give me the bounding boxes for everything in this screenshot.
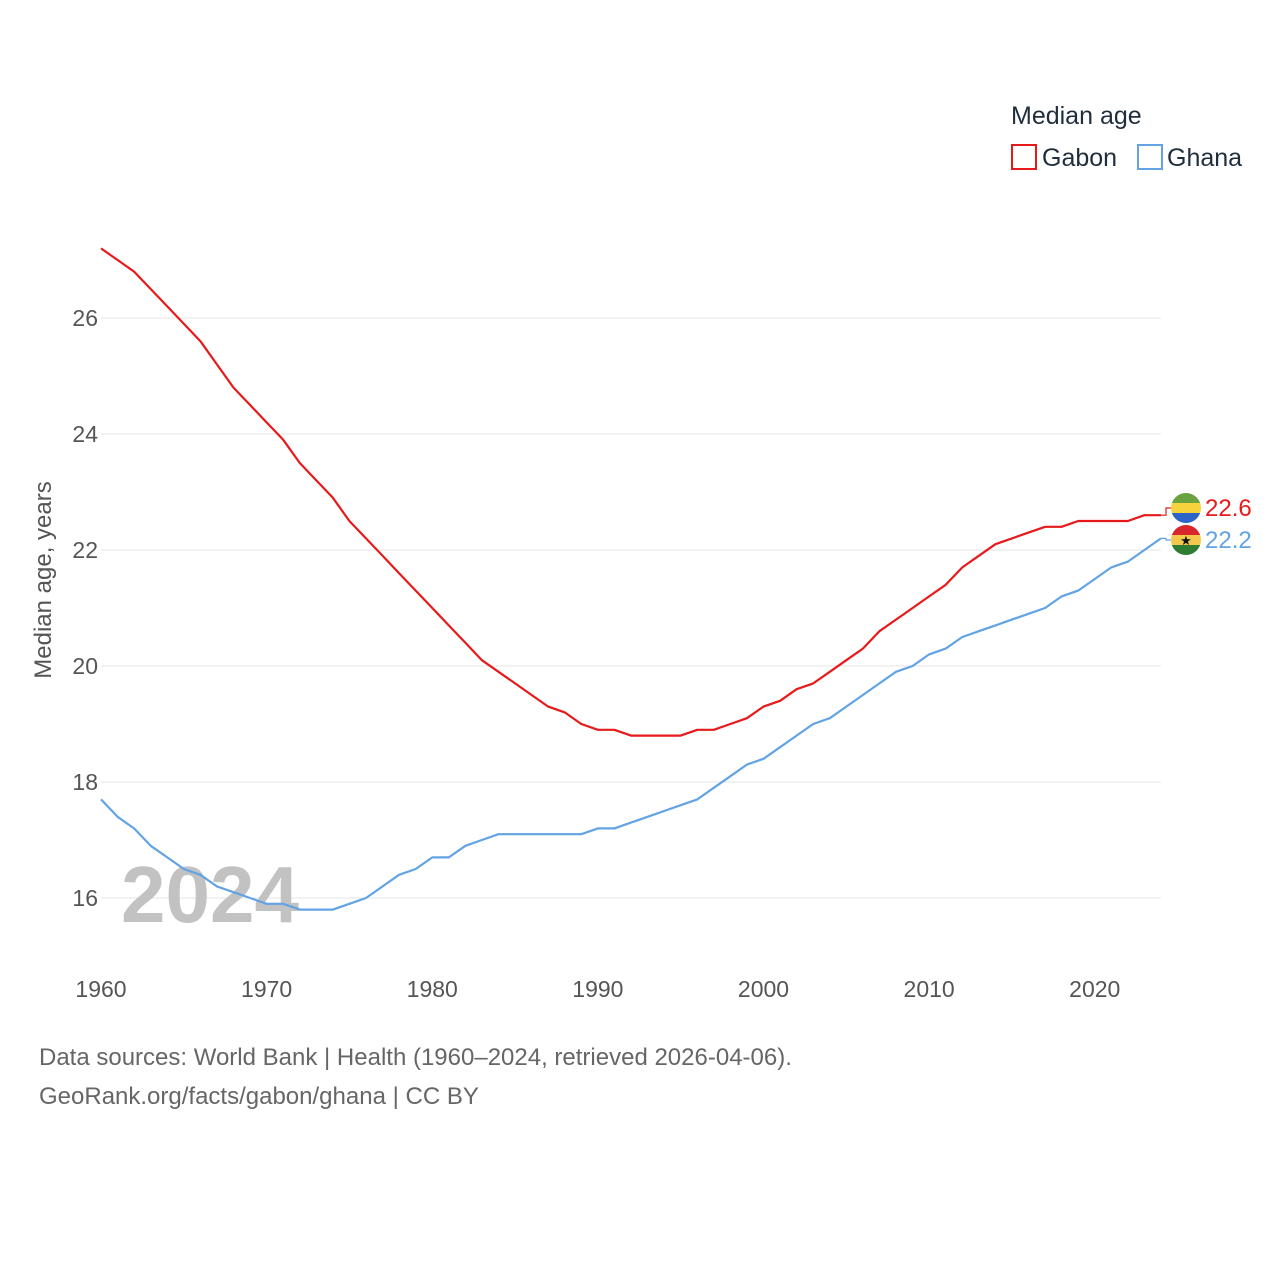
legend-label-ghana: Ghana [1167,144,1242,172]
x-tick-label-1990: 1990 [572,976,623,1002]
series-line-gabon[interactable] [100,247,1161,737]
end-label-ghana: 22.2 [1205,527,1252,554]
series-line-ghana[interactable] [100,537,1162,911]
x-axis-ticks: 1960 1970 1980 1990 2000 2010 2020 [75,976,1120,1002]
source-link[interactable]: GeoRank.org/facts/gabon/ghana | CC BY [39,1083,479,1110]
y-tick-label-26: 26 [72,305,98,331]
series-end-markers: 22.6 ★ 22.2 [1161,493,1252,555]
legend-label-gabon: Gabon [1042,144,1117,172]
gabon-flag-icon [1171,493,1201,523]
x-tick-label-2010: 2010 [904,976,955,1002]
legend-item-gabon[interactable]: Gabon [1011,144,1117,172]
end-label-gabon: 22.6 [1205,495,1252,522]
gridlines [101,317,1161,899]
ghana-flag-icon: ★ [1171,525,1201,555]
x-tick-label-1970: 1970 [241,976,292,1002]
y-tick-label-20: 20 [72,653,98,679]
series-lines [100,247,1162,911]
y-tick-label-22: 22 [72,537,98,563]
current-year-watermark: 2024 [121,850,299,939]
legend-swatch-gabon [1011,144,1037,170]
legend-swatch-ghana [1137,144,1163,170]
x-tick-label-2020: 2020 [1069,976,1120,1002]
y-axis-ticks: 16 18 20 22 24 26 [72,305,98,911]
legend-item-ghana[interactable]: Ghana [1137,144,1242,172]
x-tick-label-2000: 2000 [738,976,789,1002]
x-tick-label-1980: 1980 [407,976,458,1002]
svg-text:★: ★ [1180,533,1192,548]
x-tick-label-1960: 1960 [75,976,126,1002]
y-axis-title: Median age, years [30,481,57,678]
end-connector-ghana [1161,537,1171,541]
y-tick-label-16: 16 [72,885,98,911]
y-tick-label-24: 24 [72,421,98,447]
legend-title: Median age [1011,102,1142,130]
y-tick-label-18: 18 [72,769,98,795]
end-connector-gabon [1161,507,1171,516]
source-note: Data sources: World Bank | Health (1960–… [39,1044,792,1071]
legend[interactable]: Median age Gabon Ghana [1011,102,1242,172]
